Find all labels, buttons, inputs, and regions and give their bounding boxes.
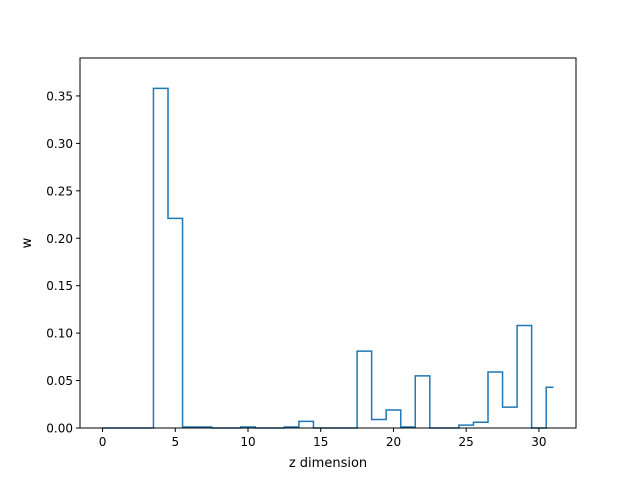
x-tick-label: 25 xyxy=(459,435,474,449)
y-tick-label: 0.05 xyxy=(46,374,73,388)
y-tick-label: 0.00 xyxy=(46,422,73,436)
x-tick-label: 15 xyxy=(313,435,328,449)
y-tick-label: 0.10 xyxy=(46,327,73,341)
x-tick-label: 5 xyxy=(171,435,179,449)
x-tick-label: 10 xyxy=(240,435,255,449)
y-tick-label: 0.15 xyxy=(46,279,73,293)
y-tick-label: 0.20 xyxy=(46,232,73,246)
x-axis-ticks: 0 5 10 15 20 25 30 xyxy=(99,428,547,449)
x-tick-label: 30 xyxy=(531,435,546,449)
y-tick-label: 0.30 xyxy=(46,137,73,151)
x-tick-label: 0 xyxy=(99,435,107,449)
x-axis-label: z dimension xyxy=(289,456,367,471)
y-tick-label: 0.25 xyxy=(46,184,73,198)
y-axis-ticks: 0.00 0.05 0.10 0.15 0.20 0.25 0.30 0.35 xyxy=(46,89,80,436)
x-tick-label: 20 xyxy=(386,435,401,449)
y-tick-label: 0.35 xyxy=(46,89,73,103)
y-axis-label: w xyxy=(20,237,35,248)
axes-frame xyxy=(79,57,577,429)
